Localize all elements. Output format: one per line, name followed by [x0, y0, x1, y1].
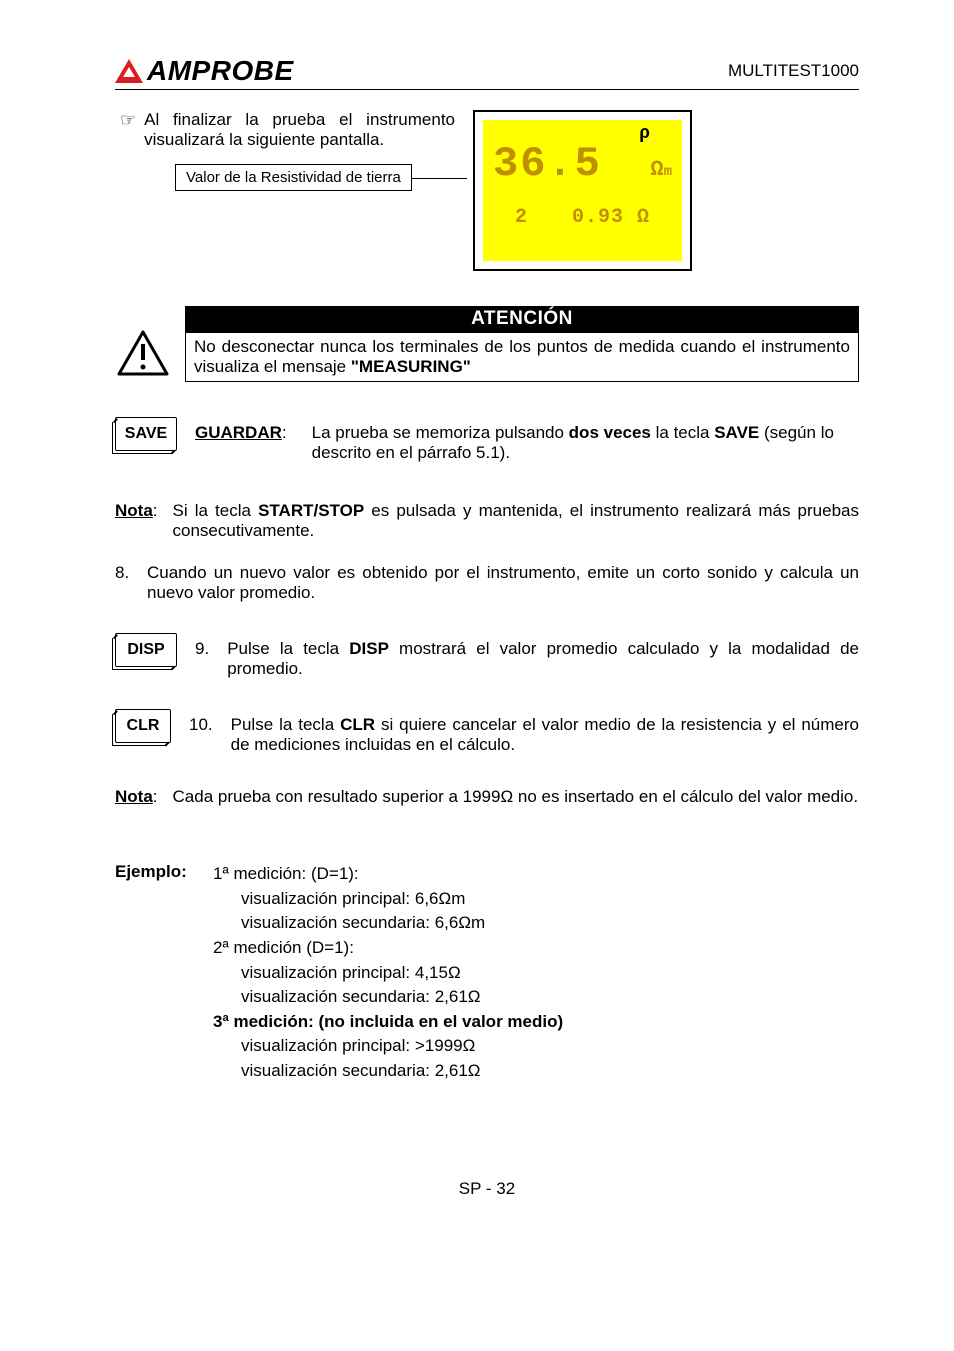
valor-caption-box: Valor de la Resistividad de tierra [175, 164, 412, 191]
sub-reading-2: 0.93 Ω [572, 206, 650, 229]
atencion-block: ATENCIÓN No desconectar nunca los termin… [115, 306, 859, 382]
ejemplo-m1-l2: visualización secundaria: 6,6Ωm [213, 911, 859, 936]
atencion-content: ATENCIÓN No desconectar nunca los termin… [185, 306, 859, 382]
disp-text: Pulse la tecla DISP mostrará el valor pr… [227, 639, 859, 679]
brand-logo: AMPROBE [115, 55, 294, 87]
warning-icon-col [115, 306, 170, 376]
rho-symbol: ρ [493, 128, 672, 140]
valor-caption: Valor de la Resistividad de tierra [186, 169, 401, 186]
hand-pointer-icon: ☞ [120, 110, 136, 130]
nota-1: Nota: Si la tecla START/STOP es pulsada … [115, 501, 859, 541]
instrument-display: ρ 36.5 Ωm 2 0.93 Ω [473, 110, 692, 271]
nota-2-label: Nota: [115, 787, 158, 807]
disp-num: 9. [195, 639, 209, 679]
ejemplo-block: Ejemplo: 1ª medición: (D=1): visualizaci… [115, 862, 859, 1084]
guardar-text: La prueba se memoriza pulsando dos veces… [312, 423, 859, 463]
intro-text: Al finalizar la prueba el instrumento vi… [144, 110, 455, 150]
ejemplo-m1-head: 1ª medición: (D=1): [213, 862, 859, 887]
intro-row: ☞ Al finalizar la prueba el instrumento … [115, 110, 859, 271]
warning-triangle-icon [117, 330, 169, 376]
ejemplo-m3-l2: visualización secundaria: 2,61Ω [213, 1059, 859, 1084]
nota-2: Nota: Cada prueba con resultado superior… [115, 787, 859, 807]
ejemplo-m3-l1: visualización principal: >1999Ω [213, 1034, 859, 1059]
save-key: SAVE [115, 417, 177, 451]
disp-text-row: 9. Pulse la tecla DISP mostrará el valor… [195, 633, 859, 679]
item-8-num: 8. [115, 563, 135, 603]
brand-name: AMPROBE [147, 55, 294, 87]
connector-line [411, 178, 467, 179]
ejemplo-m3-head: 3ª medición: (no incluida en el valor me… [213, 1010, 859, 1035]
guardar-row: GUARDAR: La prueba se memoriza pulsando … [195, 417, 859, 463]
ejemplo-body: 1ª medición: (D=1): visualización princi… [213, 862, 859, 1084]
page-header: AMPROBE MULTITEST1000 [115, 55, 859, 90]
clr-row: CLR 10. Pulse la tecla CLR si quiere can… [115, 709, 859, 755]
clr-text-row: 10. Pulse la tecla CLR si quiere cancela… [189, 709, 859, 755]
ejemplo-m2-head: 2ª medición (D=1): [213, 936, 859, 961]
save-row: SAVE GUARDAR: La prueba se memoriza puls… [115, 417, 859, 463]
logo-triangle-icon [115, 59, 143, 83]
atencion-text: No desconectar nunca los terminales de l… [185, 332, 859, 382]
atencion-title: ATENCIÓN [185, 306, 859, 332]
page: AMPROBE MULTITEST1000 ☞ Al finalizar la … [0, 0, 954, 1249]
page-footer: SP - 32 [115, 1179, 859, 1199]
ejemplo-m2-l1: visualización principal: 4,15Ω [213, 961, 859, 986]
sub-reading-row: 2 0.93 Ω [493, 206, 672, 229]
model-name: MULTITEST1000 [728, 61, 859, 81]
item-8-text: Cuando un nuevo valor es obtenido por el… [147, 563, 859, 603]
clr-num: 10. [189, 715, 213, 755]
intro-left: ☞ Al finalizar la prueba el instrumento … [115, 110, 455, 191]
disp-row: DISP 9. Pulse la tecla DISP mostrará el … [115, 633, 859, 679]
clr-key: CLR [115, 709, 171, 743]
ejemplo-m1-l1: visualización principal: 6,6Ωm [213, 887, 859, 912]
guardar-label: GUARDAR: [195, 423, 287, 463]
nota-2-text: Cada prueba con resultado superior a 199… [173, 787, 859, 807]
main-reading-unit: Ωm [650, 157, 672, 182]
display-screen: ρ 36.5 Ωm 2 0.93 Ω [483, 120, 682, 261]
ejemplo-label: Ejemplo: [115, 862, 195, 1084]
main-reading-value: 36.5 [493, 140, 602, 188]
main-reading-row: 36.5 Ωm [493, 140, 672, 188]
ejemplo-row: Ejemplo: 1ª medición: (D=1): visualizaci… [115, 862, 859, 1084]
intro-bullet: ☞ Al finalizar la prueba el instrumento … [120, 110, 455, 150]
clr-text: Pulse la tecla CLR si quiere cancelar el… [231, 715, 859, 755]
sub-reading-1: 2 [515, 206, 528, 229]
item-8: 8. Cuando un nuevo valor es obtenido por… [115, 563, 859, 603]
nota-1-text: Si la tecla START/STOP es pulsada y mant… [173, 501, 859, 541]
ejemplo-m2-l2: visualización secundaria: 2,61Ω [213, 985, 859, 1010]
disp-key: DISP [115, 633, 177, 667]
nota-1-label: Nota: [115, 501, 158, 541]
